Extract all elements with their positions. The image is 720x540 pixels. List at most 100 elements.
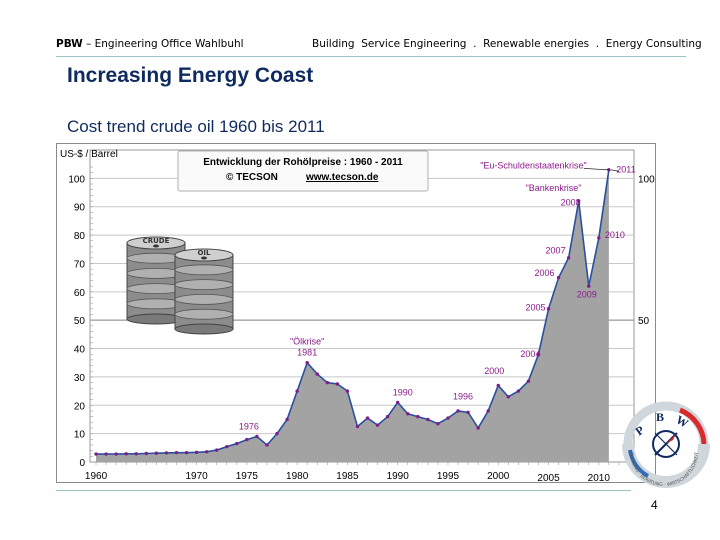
price-point: [225, 444, 229, 449]
annotation-label: 1990: [393, 387, 413, 397]
price-line: [96, 169, 610, 455]
annotation-label: 2011: [616, 165, 635, 175]
header-company-rest: – Engineering Office Wahlbuhl: [82, 38, 244, 50]
annotation-label: "Ölkrise": [290, 336, 324, 346]
price-point: [506, 395, 511, 399]
price-point: [255, 434, 259, 439]
annotation-leader-line: [583, 168, 609, 171]
chart-svg: 0 10 20 30 40 50 60 70 80 90 100 50 100 1960 1970 1975 1…: [56, 143, 656, 484]
x-tick-label: 1995: [437, 471, 460, 482]
barrel-ring: [174, 308, 234, 320]
price-point: [446, 416, 450, 420]
page-number: 4: [651, 498, 658, 512]
price-point: [476, 426, 480, 430]
barrel-label: OIL: [197, 249, 211, 257]
price-point: [315, 372, 319, 376]
price-point: [345, 389, 350, 393]
price-point: [546, 307, 551, 311]
header-company: PBW – Engineering Office Wahlbuhl: [56, 38, 244, 50]
y-tick-label: 60: [74, 288, 86, 299]
logo-letter-p: P: [633, 423, 647, 439]
price-point: [556, 275, 561, 280]
x-tick-label: 2005: [537, 473, 560, 483]
price-point: [305, 361, 309, 365]
logo-ring-blue: [628, 449, 650, 478]
x-tick-label: 2010: [588, 473, 611, 483]
y-tick-label: 20: [74, 401, 86, 412]
annotation-label: 2010: [605, 230, 625, 240]
annotation-label: 2007: [546, 246, 566, 256]
source-box-title: Entwicklung der Rohölpreise : 1960 - 201…: [203, 157, 403, 168]
logo-letter-b: B: [656, 410, 664, 424]
price-point: [134, 452, 138, 456]
price-point: [124, 452, 128, 456]
price-point: [385, 414, 390, 419]
price-point: [104, 452, 108, 456]
x-tick-label: 1970: [185, 471, 208, 482]
price-point: [466, 410, 470, 415]
barrel-ring: [174, 279, 234, 291]
price-point: [587, 284, 591, 288]
barrel-label: CRUDE: [143, 237, 170, 245]
annotation-label: 1996: [453, 392, 473, 402]
price-point: [94, 452, 98, 456]
price-point: [114, 452, 118, 456]
barrel-bottom: [174, 323, 234, 335]
y-tick-label: 50: [74, 316, 86, 327]
price-point: [496, 383, 500, 388]
price-point: [355, 424, 360, 429]
price-point: [607, 168, 611, 172]
price-point: [275, 431, 279, 436]
right-tick-label: 100: [638, 174, 655, 185]
barrel-cap: [201, 256, 207, 260]
price-point: [214, 448, 219, 452]
y-tick-label: 30: [74, 373, 86, 384]
slide-title: Increasing Energy Coast: [67, 64, 314, 87]
price-point: [516, 389, 521, 393]
annotation-label: 1981: [297, 348, 317, 358]
price-point: [265, 443, 269, 447]
annotation-label: 2008: [561, 197, 581, 207]
price-point: [325, 380, 330, 385]
annotation-leader-line: [610, 169, 619, 172]
header-services: Building Service Engineering . Renewable…: [312, 38, 702, 50]
header-divider: [56, 56, 686, 57]
price-point: [245, 437, 249, 442]
price-point: [235, 441, 239, 446]
y-tick-label: 40: [74, 345, 86, 356]
barrel-oil: OIL: [174, 248, 234, 335]
price-point: [375, 423, 380, 427]
y-tick-label: 80: [74, 231, 86, 242]
x-tick-label: 1975: [236, 471, 259, 482]
footer-divider: [56, 490, 631, 491]
source-box: [177, 150, 429, 192]
price-point: [426, 417, 430, 422]
price-point: [365, 416, 370, 420]
price-point: [144, 451, 149, 456]
price-point: [536, 352, 541, 356]
annotation-label: "Bankenkrise": [526, 183, 582, 193]
header-company-abbr: PBW: [56, 38, 83, 50]
price-point: [204, 450, 209, 454]
oil-price-chart: 0 10 20 30 40 50 60 70 80 90 100 50 100 1960 1970 1975 1…: [56, 143, 656, 484]
price-point: [395, 400, 400, 405]
y-tick-label: 90: [74, 203, 86, 214]
price-point: [456, 409, 460, 413]
price-point: [285, 417, 289, 422]
price-point: [566, 256, 571, 260]
price-point: [335, 382, 340, 386]
logo-ring-red: [678, 407, 707, 445]
y-tick-label: 10: [74, 430, 86, 441]
slide-subtitle: Cost trend crude oil 1960 bis 2011: [67, 117, 325, 136]
barrel-cap: [153, 244, 159, 248]
annotation-label: 2006: [534, 268, 554, 278]
price-point: [526, 379, 531, 383]
price-point: [486, 409, 490, 413]
price-point: [295, 389, 299, 393]
annotation-label: 2009: [577, 289, 597, 299]
price-point: [184, 450, 189, 455]
price-point: [576, 199, 581, 203]
barrel-top: [126, 236, 186, 250]
x-tick-label: 1960: [85, 471, 108, 482]
annotation-label: "Eu-Schuldenstaatenkrise": [480, 160, 586, 170]
